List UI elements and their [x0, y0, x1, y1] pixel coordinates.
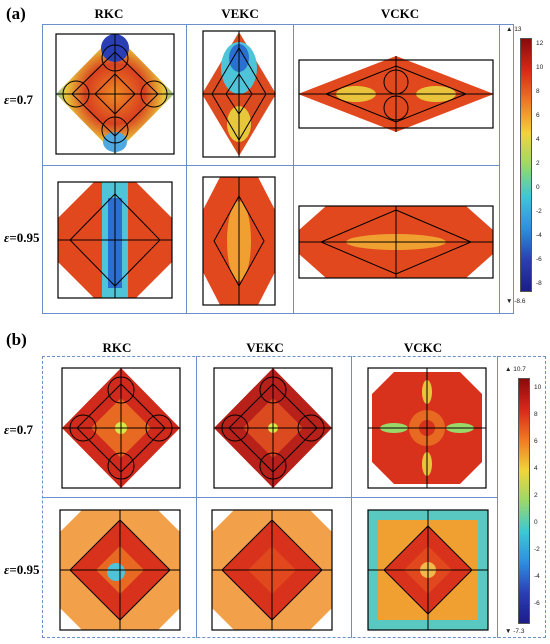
panel-a-tick: 2 [536, 160, 540, 167]
panel-a-colorbar-ticks: 12 10 8 6 4 2 0 -2 -4 -6 -8 [536, 38, 550, 292]
panel-a-row-2-label: ε=0.95 [4, 230, 40, 245]
panel-a-vckc-e07-plot [298, 56, 494, 132]
panel-b-colorbar-min: ▼ -7.3 [505, 628, 525, 635]
panel-b-col-vckc: VCKC [403, 340, 443, 355]
panel-b-tick: -6 [534, 600, 540, 607]
panel-b-rkc-e07-plot [61, 367, 181, 489]
panel-a-col-rkc: RKC [94, 6, 124, 21]
panel-a-label: (a) [6, 4, 26, 23]
panel-b-col-rkc: RKC [102, 340, 132, 355]
panel-b-vekc-e095-plot [211, 509, 333, 631]
panel-b-colorbar [518, 378, 530, 624]
panel-b-tick: -2 [534, 546, 540, 553]
panel-a-divider [42, 165, 499, 166]
panel-a-row-1-label: ε=0.7 [4, 92, 34, 107]
panel-a-tick: 8 [536, 88, 540, 95]
panel-b-divider [42, 497, 497, 498]
panel-b-vckc-e095-plot [367, 509, 489, 631]
panel-a-vckc-e095-plot [298, 205, 494, 279]
panel-b-tick: 4 [534, 465, 538, 472]
panel-a-vekc-e07-plot [202, 30, 276, 158]
panel-b-tick: 2 [534, 492, 538, 499]
panel-b-label: (b) [6, 330, 27, 349]
panel-a-tick: -6 [536, 256, 542, 263]
panel-a-tick: -4 [536, 232, 542, 239]
panel-a-rkc-e095-plot [57, 181, 173, 299]
panel-a-tick: -8 [536, 280, 542, 287]
panel-a-colorbar [520, 38, 532, 292]
panel-a-rkc-e07-plot [55, 33, 175, 155]
panel-b-divider [497, 356, 498, 638]
panel-a-divider [499, 24, 500, 314]
panel-a-colorbar-max: ▲ 13 [506, 26, 522, 33]
panel-a-vekc-e095-plot [202, 176, 276, 306]
panel-b-tick: 10 [534, 384, 542, 391]
panel-b-row-2-label: ε=0.95 [4, 562, 40, 577]
panel-a-tick: 4 [536, 136, 540, 143]
panel-a-tick: 6 [536, 112, 540, 119]
panel-b-col-vekc: VEKC [246, 340, 284, 355]
panel-a-tick: -2 [536, 208, 542, 215]
panel-a-tick: 0 [536, 184, 540, 191]
panel-b-tick: -4 [534, 573, 540, 580]
panel-a-divider [293, 24, 294, 314]
panel-b-tick: 0 [534, 519, 538, 526]
panel-b-colorbar-ticks: 10 8 6 4 2 0 -2 -4 -6 [534, 378, 548, 624]
panel-b-vckc-e07-plot [367, 367, 487, 489]
panel-b-tick: 6 [534, 438, 538, 445]
panel-a-colorbar-min: ▼ -8.6 [506, 298, 526, 305]
panel-b-colorbar-max: ▲ 10.7 [505, 366, 526, 373]
panel-a-tick: 12 [536, 40, 544, 47]
panel-a-col-vekc: VEKC [221, 6, 259, 21]
panel-b-row-1-label: ε=0.7 [4, 422, 34, 437]
panel-b-rkc-e095-plot [59, 509, 181, 631]
panel-a-frame [42, 24, 514, 314]
panel-a-col-vckc: VCKC [380, 6, 420, 21]
panel-a-tick: 10 [536, 64, 544, 71]
panel-b-tick: 8 [534, 411, 538, 418]
panel-b-vekc-e07-plot [213, 367, 333, 489]
panel-a-divider [186, 24, 187, 314]
